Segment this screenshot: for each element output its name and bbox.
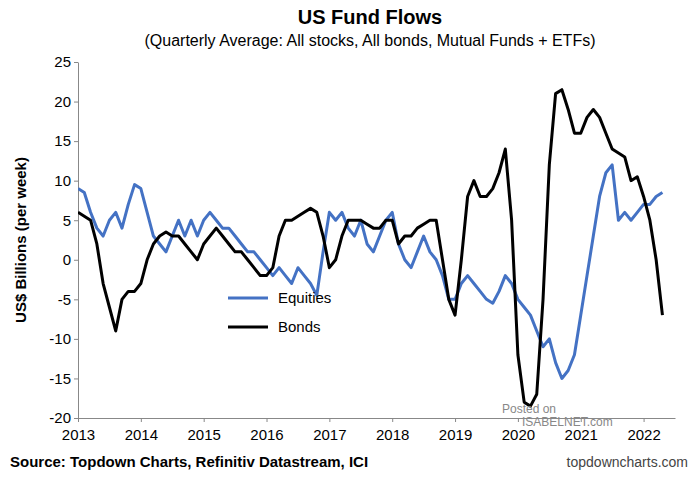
x-tick-mark bbox=[455, 418, 456, 422]
x-tick-label: 2016 bbox=[250, 426, 283, 443]
x-tick-mark bbox=[141, 418, 142, 422]
y-tick-label: 20 bbox=[54, 93, 71, 110]
y-tick-label: 25 bbox=[54, 53, 71, 70]
y-tick: -20 bbox=[49, 409, 78, 426]
y-tick-label: 0 bbox=[63, 251, 71, 268]
x-tick-label: 2018 bbox=[376, 426, 409, 443]
y-tick-mark bbox=[74, 102, 78, 103]
plot-lines bbox=[78, 90, 662, 406]
x-tick-label: 2022 bbox=[627, 426, 660, 443]
y-tick: 25 bbox=[54, 53, 78, 70]
x-tick-mark bbox=[267, 418, 268, 422]
y-tick-mark bbox=[74, 220, 78, 221]
legend-item: Equities bbox=[228, 289, 331, 306]
y-tick-label: -5 bbox=[58, 291, 71, 308]
y-tick-mark bbox=[74, 378, 78, 379]
x-tick: 2017 bbox=[313, 418, 346, 443]
x-tick: 2015 bbox=[187, 418, 220, 443]
x-tick-mark bbox=[392, 418, 393, 422]
legend: Equities Bonds bbox=[228, 289, 331, 335]
x-tick: 2014 bbox=[125, 418, 158, 443]
x-tick-label: 2019 bbox=[439, 426, 472, 443]
y-tick-label: -10 bbox=[49, 330, 71, 347]
legend-swatch bbox=[228, 297, 268, 300]
y-tick: 10 bbox=[54, 172, 78, 189]
x-tick-label: 2013 bbox=[62, 426, 95, 443]
y-tick-label: 5 bbox=[63, 212, 71, 229]
y-tick: 20 bbox=[54, 93, 78, 110]
y-tick-label: -20 bbox=[49, 409, 71, 426]
y-tick: 5 bbox=[63, 212, 78, 229]
annotation: Posted on bbox=[502, 402, 556, 416]
legend-label: Bonds bbox=[278, 318, 321, 335]
series-line bbox=[78, 90, 662, 406]
y-tick-mark bbox=[74, 260, 78, 261]
y-tick: 15 bbox=[54, 132, 78, 149]
y-tick-mark bbox=[74, 141, 78, 142]
x-tick-mark bbox=[644, 418, 645, 422]
y-tick-label: 15 bbox=[54, 132, 71, 149]
annotation: Source: Topdown Charts, Refinitiv Datast… bbox=[10, 453, 368, 470]
y-tick-mark bbox=[74, 181, 78, 182]
y-tick-mark bbox=[74, 299, 78, 300]
y-tick: -10 bbox=[49, 330, 78, 347]
y-tick-mark bbox=[74, 339, 78, 340]
annotation: ISABELNET.com bbox=[522, 415, 613, 429]
x-tick-mark bbox=[78, 418, 79, 422]
x-tick-label: 2014 bbox=[125, 426, 158, 443]
legend-swatch bbox=[228, 326, 268, 329]
y-tick-mark bbox=[74, 62, 78, 63]
x-tick: 2013 bbox=[62, 418, 95, 443]
y-tick-label: 10 bbox=[54, 172, 71, 189]
x-tick: 2022 bbox=[627, 418, 660, 443]
y-tick-mark bbox=[74, 418, 78, 419]
y-tick: -5 bbox=[58, 291, 78, 308]
annotation: topdowncharts.com bbox=[567, 454, 688, 470]
x-tick: 2016 bbox=[250, 418, 283, 443]
y-axis-title: US$ Billions (per week) bbox=[12, 157, 29, 323]
series-line bbox=[78, 165, 662, 379]
y-axis-line bbox=[78, 63, 79, 419]
chart: US Fund Flows (Quarterly Average: All sto… bbox=[0, 0, 700, 480]
legend-label: Equities bbox=[278, 289, 331, 306]
legend-item: Bonds bbox=[228, 318, 321, 335]
x-tick-mark bbox=[329, 418, 330, 422]
title: US Fund Flows bbox=[298, 6, 442, 28]
x-tick: 2019 bbox=[439, 418, 472, 443]
y-tick-label: -15 bbox=[49, 370, 71, 387]
subtitle: (Quarterly Average: All stocks, All bond… bbox=[144, 32, 595, 49]
x-tick-mark bbox=[204, 418, 205, 422]
x-tick: 2018 bbox=[376, 418, 409, 443]
x-tick-label: 2017 bbox=[313, 426, 346, 443]
x-tick-mark bbox=[518, 418, 519, 422]
y-axis: -20 -15 -10 -5 0 5 10 15 20 25 bbox=[49, 53, 78, 426]
x-tick-label: 2015 bbox=[187, 426, 220, 443]
y-tick: 0 bbox=[63, 251, 78, 268]
y-tick: -15 bbox=[49, 370, 78, 387]
